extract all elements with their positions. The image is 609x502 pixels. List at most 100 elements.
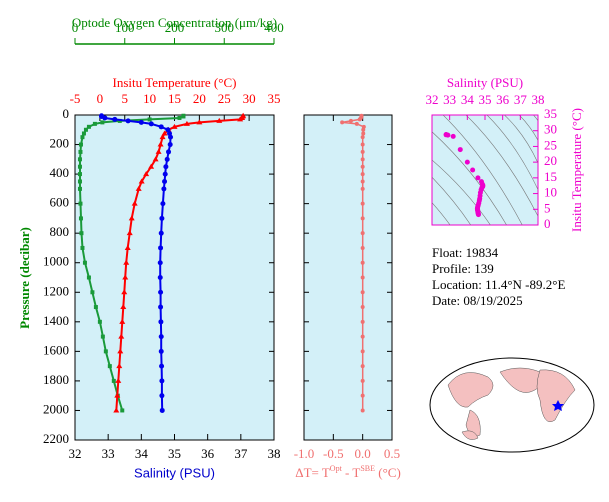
data-point [135,185,142,191]
data-point [360,135,365,140]
x-tick-label: 33 [102,446,115,461]
data-point [360,319,365,324]
data-point [183,120,190,126]
data-point [360,172,365,177]
y-tick-label: 0 [63,106,70,121]
data-point [117,348,124,354]
data-point [360,164,365,169]
x-axis-title: Salinity (PSU) [134,465,215,480]
data-point [177,115,182,120]
x-tick-label: -5 [70,91,81,106]
data-point [159,363,165,369]
data-point [124,244,131,250]
data-point [162,171,168,177]
x-tick-label: 37 [514,92,528,107]
data-point [164,156,170,162]
x-tick-label: 15 [168,91,181,106]
data-point [159,215,165,221]
y-tick-label: 1200 [43,283,69,298]
data-point [118,333,125,339]
data-point [360,275,365,280]
profile-panel [74,114,275,441]
data-point [93,305,98,310]
data-point [121,289,128,295]
data-point [161,130,168,136]
data-point [360,157,365,162]
data-point [77,179,82,184]
data-point [114,392,121,398]
data-point [148,163,155,169]
data-point [354,121,359,126]
data-point [119,318,126,324]
y-tick-label: 1600 [43,342,69,357]
data-point [107,364,112,369]
data-point [157,141,164,147]
data-point [80,135,85,140]
data-point [123,259,130,265]
x-tick-label: 34 [135,446,149,461]
y-tick-label: 2200 [43,431,69,446]
data-point [361,127,366,132]
data-point [361,131,366,136]
data-point [128,215,135,221]
x-axis-title-part: Opt [330,464,343,473]
x-axis-title: Insitu Temperature (°C) [113,75,237,90]
data-point [100,334,105,339]
data-point [360,393,365,398]
y-tick-label: 1400 [43,313,69,328]
data-point [78,149,83,154]
ts-point [445,132,451,138]
data-point [158,334,164,340]
x-tick-label: -1.0 [294,446,315,461]
data-point [159,393,165,399]
data-point [155,148,162,154]
y-tick-label: 800 [50,224,70,239]
x-tick-label: 32 [69,446,82,461]
x-axis-title-part: ΔT= T [295,465,330,480]
data-point [171,123,178,129]
ts-point [464,159,470,165]
data-point [360,408,365,413]
y-tick-label: 2000 [43,401,69,416]
y-tick-label: 35 [544,106,557,121]
y-tick-label: 600 [50,195,70,210]
x-axis-title: Optode Oxygen Concentration (μm/kg) [72,15,277,30]
data-point [112,116,118,122]
y-tick-label: 0 [544,216,551,231]
data-point [360,378,365,383]
data-point [158,304,164,310]
data-point [147,117,152,122]
data-point [158,348,164,354]
x-tick-label: 30 [243,91,256,106]
x-tick-label: 5 [122,91,129,106]
data-point [181,114,186,119]
float-info: Profile: 139 [432,261,494,276]
float-info: Location: 11.4°N -89.2°E [432,277,565,292]
x-tick-label: 34 [461,92,475,107]
x-tick-label: 25 [218,91,231,106]
y-tick-label: 30 [544,122,557,137]
data-point [158,230,164,236]
data-point [80,245,85,250]
data-point [360,305,365,310]
data-point [157,275,163,280]
data-point [82,260,87,265]
data-point [78,216,83,221]
ts-point [475,175,481,181]
data-point [152,156,159,162]
data-point [81,131,86,136]
ts-point [470,167,476,173]
data-point [360,216,365,221]
data-point [138,178,145,184]
x-tick-label: 37 [234,446,248,461]
data-point [360,179,365,184]
x-tick-label: 0.0 [355,446,371,461]
data-point [125,118,131,124]
x-tick-label: 100 [115,20,135,35]
data-point [78,142,83,147]
x-tick-label: -0.5 [323,446,344,461]
data-point [360,186,365,191]
data-point [148,121,154,127]
x-axis-title-part: (°C) [375,465,401,480]
data-point [357,117,362,122]
